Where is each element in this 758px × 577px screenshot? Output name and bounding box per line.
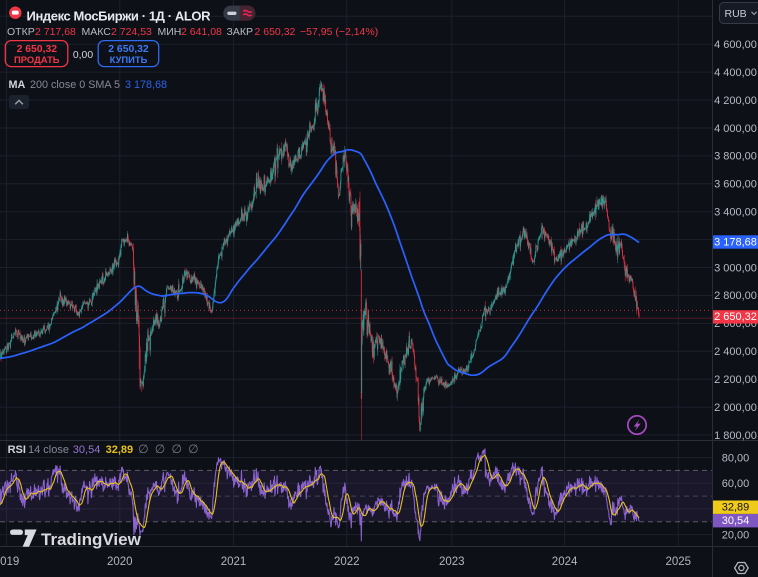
svg-text:2021: 2021: [221, 556, 247, 568]
svg-text:4 200,00: 4 200,00: [714, 95, 757, 107]
svg-text:3 600,00: 3 600,00: [714, 179, 757, 191]
svg-text:4 600,00: 4 600,00: [714, 39, 757, 51]
svg-text:RSI: RSI: [8, 444, 26, 456]
svg-text:−57,95 (−2,14%): −57,95 (−2,14%): [300, 26, 378, 38]
svg-text:4 400,00: 4 400,00: [714, 67, 757, 79]
svg-text:TradingView: TradingView: [41, 530, 142, 549]
svg-text:4 000,00: 4 000,00: [714, 123, 757, 135]
svg-text:2025: 2025: [666, 556, 692, 568]
svg-text:2 641,08: 2 641,08: [181, 26, 222, 38]
svg-text:60,00: 60,00: [722, 478, 750, 490]
svg-text:2020: 2020: [107, 556, 133, 568]
svg-text:Индекс МосБиржи · 1Д · ALOR: Индекс МосБиржи · 1Д · ALOR: [27, 9, 212, 24]
svg-text:2 000,00: 2 000,00: [714, 402, 757, 414]
svg-text:2 650,32: 2 650,32: [108, 44, 149, 55]
svg-text:∅: ∅: [138, 442, 148, 456]
svg-text:МАКС: МАКС: [82, 26, 112, 38]
svg-text:2 800,00: 2 800,00: [714, 290, 757, 302]
svg-text:RUB: RUB: [725, 8, 747, 20]
svg-text:ПРОДАТЬ: ПРОДАТЬ: [14, 54, 60, 65]
svg-text:КУПИТЬ: КУПИТЬ: [110, 54, 148, 65]
svg-text:32,89: 32,89: [106, 444, 134, 456]
svg-text:MA: MA: [9, 79, 26, 91]
svg-text:2022: 2022: [334, 556, 360, 568]
svg-text:∅: ∅: [171, 442, 181, 456]
svg-text:3 800,00: 3 800,00: [714, 151, 757, 163]
svg-text:32,89: 32,89: [722, 502, 750, 514]
svg-text:3 178,68: 3 178,68: [714, 236, 757, 248]
svg-text:2 717,68: 2 717,68: [35, 26, 76, 38]
svg-text:3 400,00: 3 400,00: [714, 207, 757, 219]
svg-text:∅: ∅: [155, 442, 165, 456]
svg-text:30,54: 30,54: [73, 444, 101, 456]
svg-text:20,00: 20,00: [722, 529, 750, 541]
svg-text:2 650,32: 2 650,32: [17, 44, 58, 55]
svg-text:0,00: 0,00: [73, 50, 93, 61]
svg-text:200 close 0 SMA 5: 200 close 0 SMA 5: [30, 79, 120, 91]
svg-text:ОТКР: ОТКР: [7, 26, 35, 38]
svg-text:2 200,00: 2 200,00: [714, 374, 757, 386]
svg-text:14 close: 14 close: [28, 444, 69, 456]
svg-text:2 650,32: 2 650,32: [714, 311, 757, 323]
svg-text:2 400,00: 2 400,00: [714, 346, 757, 358]
svg-text:∅: ∅: [188, 442, 198, 456]
svg-text:80,00: 80,00: [722, 452, 750, 464]
svg-text:2023: 2023: [439, 556, 465, 568]
svg-text:ЗАКР: ЗАКР: [227, 26, 253, 38]
svg-text:2 724,53: 2 724,53: [111, 26, 152, 38]
svg-text:2 650,32: 2 650,32: [255, 26, 296, 38]
svg-text:МИН: МИН: [158, 26, 182, 38]
svg-text:3 000,00: 3 000,00: [714, 262, 757, 274]
svg-text:3 178,68: 3 178,68: [125, 79, 167, 91]
svg-text:30,54: 30,54: [722, 515, 750, 527]
svg-text:2019: 2019: [0, 556, 19, 568]
svg-text:2024: 2024: [552, 556, 578, 568]
svg-text:1 800,00: 1 800,00: [714, 430, 757, 442]
